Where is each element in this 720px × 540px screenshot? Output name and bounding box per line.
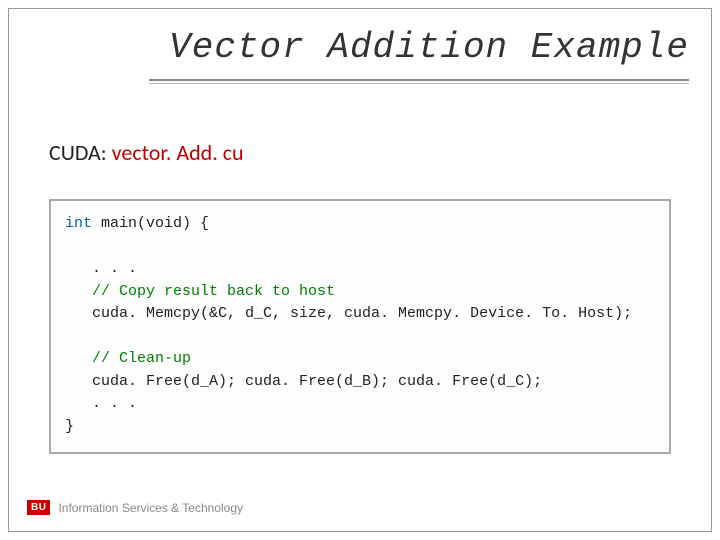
- title-underline-shadow: [149, 83, 689, 84]
- code-keyword: int: [65, 215, 92, 232]
- code-sig-rest: main(void) {: [92, 215, 209, 232]
- slide-title: Vector Addition Example: [169, 27, 689, 68]
- code-ellipsis-2: . . .: [65, 395, 137, 412]
- footer-org-text: Information Services & Technology: [58, 501, 243, 515]
- slide-frame: Vector Addition Example CUDA: vector. Ad…: [8, 8, 712, 532]
- code-free-line: cuda. Free(d_A); cuda. Free(d_B); cuda. …: [65, 373, 542, 390]
- subtitle-filename: vector. Add. cu: [112, 139, 244, 166]
- subtitle-prefix: CUDA:: [49, 139, 112, 166]
- code-comment-2: // Clean-up: [65, 350, 191, 367]
- footer: BU Information Services & Technology: [27, 500, 243, 515]
- code-box: int main(void) { . . . // Copy result ba…: [49, 199, 671, 454]
- subtitle: CUDA: vector. Add. cu: [49, 139, 244, 166]
- code-ellipsis-1: . . .: [65, 260, 137, 277]
- code-close-brace: }: [65, 418, 74, 435]
- bu-logo-badge: BU: [27, 500, 50, 515]
- code-memcpy-line: cuda. Memcpy(&C, d_C, size, cuda. Memcpy…: [65, 305, 632, 322]
- code-comment-1: // Copy result back to host: [65, 283, 335, 300]
- title-underline: [149, 79, 689, 81]
